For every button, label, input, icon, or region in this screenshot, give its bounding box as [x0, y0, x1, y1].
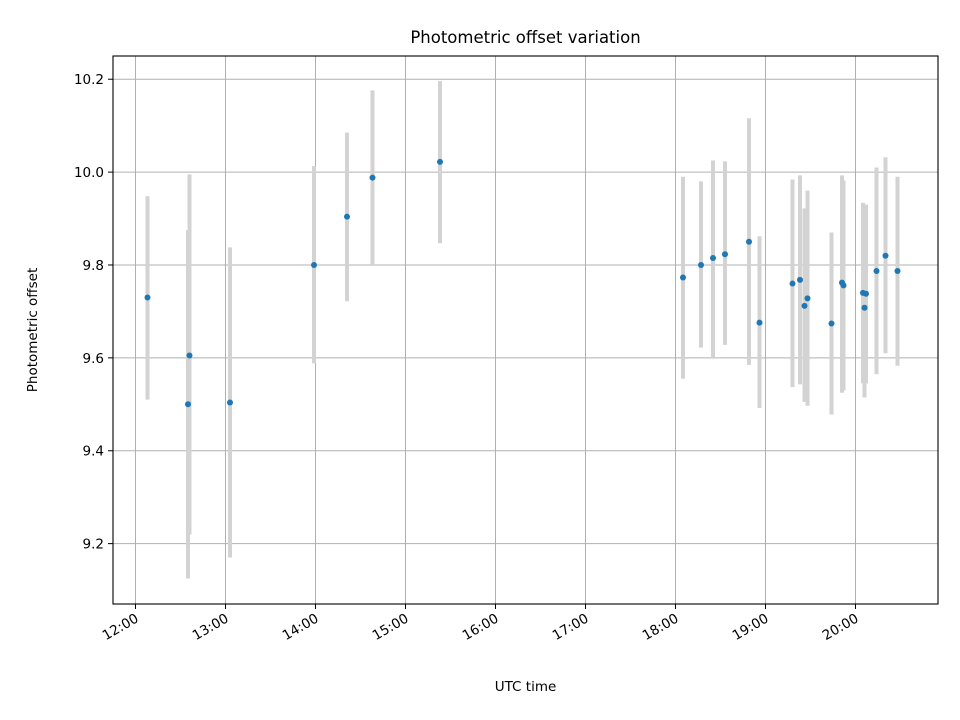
- data-point: [746, 238, 752, 245]
- y-tick-label: 9.8: [83, 258, 104, 274]
- data-point: [801, 302, 808, 309]
- y-tick-label: 10.2: [74, 72, 104, 88]
- y-tick-label: 9.2: [83, 537, 104, 553]
- y-axis-label: Photometric offset: [25, 268, 41, 392]
- data-point: [710, 255, 716, 262]
- data-point: [680, 274, 686, 281]
- data-point: [369, 174, 376, 181]
- data-point: [863, 290, 869, 297]
- data-point: [828, 320, 835, 327]
- chart-title: Photometric offset variation: [410, 28, 640, 47]
- plot-frame: [112, 55, 939, 605]
- data-point: [227, 399, 233, 406]
- data-points: [144, 158, 901, 408]
- data-point: [797, 276, 803, 283]
- data-point: [894, 268, 901, 275]
- data-point: [873, 268, 880, 275]
- data-point: [882, 252, 889, 259]
- data-point: [437, 158, 443, 165]
- x-axis-label: UTC time: [495, 679, 557, 695]
- data-point: [722, 251, 728, 258]
- data-point: [344, 213, 350, 220]
- data-point: [840, 282, 847, 289]
- data-point: [698, 261, 704, 268]
- data-point: [861, 304, 868, 311]
- y-tick-label: 10.0: [74, 165, 104, 181]
- data-point: [756, 319, 763, 326]
- y-tick-label: 9.4: [83, 444, 104, 460]
- data-point: [186, 352, 193, 359]
- data-point: [185, 401, 191, 408]
- y-tick-label: 9.6: [83, 351, 104, 367]
- data-point: [144, 294, 151, 301]
- data-point: [311, 261, 317, 268]
- y-axis-ticks: 9.2 9.4 9.6 9.8 10.0 10.2: [74, 72, 113, 553]
- data-point: [789, 280, 796, 287]
- data-point: [804, 295, 811, 302]
